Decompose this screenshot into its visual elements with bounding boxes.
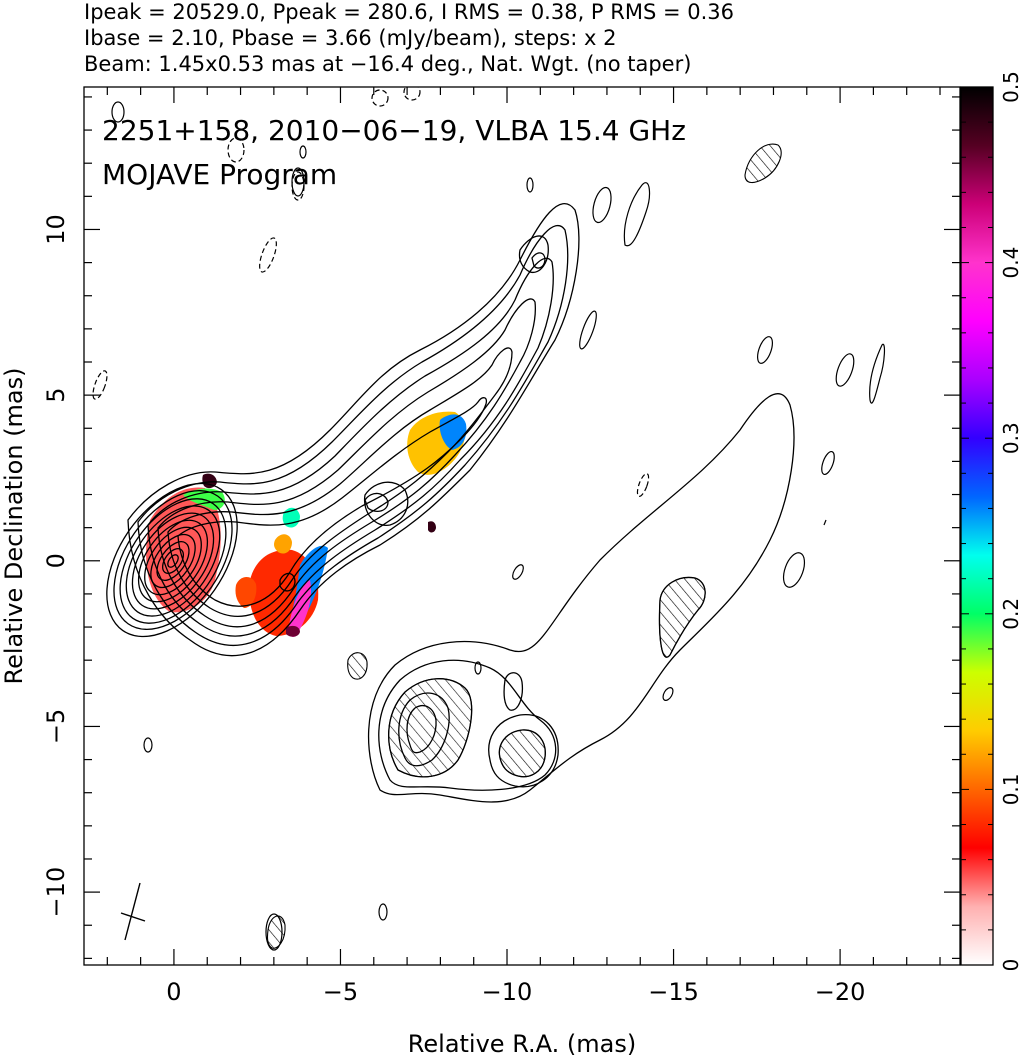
header-peak-line: Ipeak = 20529.0, Ppeak = 280.6, I RMS = … xyxy=(84,0,735,24)
polarization-patch xyxy=(235,576,257,608)
isolated-contours xyxy=(111,101,886,951)
x-tick-label: −20 xyxy=(815,978,866,1006)
polarization-patch xyxy=(274,534,292,554)
beam-marker xyxy=(120,882,146,941)
polarization-patch xyxy=(202,473,217,489)
header-base-line: Ibase = 2.10, Pbase = 3.66 (mJy/beam), s… xyxy=(84,26,617,50)
polarization-patches xyxy=(146,411,467,637)
jet-contours xyxy=(127,203,580,657)
x-axis-label: Relative R.A. (mas) xyxy=(408,1030,636,1058)
y-tick-label: −5 xyxy=(42,709,70,744)
colorbar-tick-label: 0.5 xyxy=(999,71,1022,103)
colorbar-tick-label: 0.3 xyxy=(999,422,1022,454)
negative-contours xyxy=(266,143,782,949)
plot-frame xyxy=(83,86,961,966)
polarization-patch xyxy=(286,625,300,637)
y-tick-label: 5 xyxy=(42,387,70,402)
colorbar-tick-label: 0.4 xyxy=(999,247,1022,279)
y-tick-label: −10 xyxy=(42,867,70,918)
y-axis-ticks: −10 −5 0 5 10 xyxy=(42,96,960,959)
colorbar: 0 0.1 0.2 0.3 0.4 0.5 xyxy=(960,71,1022,971)
y-tick-label: 10 xyxy=(42,214,70,245)
polarization-patch xyxy=(146,487,221,613)
x-tick-label: 0 xyxy=(166,978,181,1006)
dashed-contours xyxy=(92,87,650,497)
colorbar-tick-label: 0 xyxy=(999,959,1022,972)
colorbar-tick-label: 0.2 xyxy=(999,598,1022,630)
colorbar-gradient xyxy=(960,86,994,966)
plot-area: 2251+158, 2010−06−19, VLBA 15.4 GHz MOJA… xyxy=(92,87,886,951)
colorbar-ticks: 0 0.1 0.2 0.3 0.4 0.5 xyxy=(961,71,1022,971)
x-tick-label: −10 xyxy=(482,978,533,1006)
plot-title: 2251+158, 2010−06−19, VLBA 15.4 GHz xyxy=(102,114,686,147)
x-tick-label: −5 xyxy=(323,978,358,1006)
polarization-patch xyxy=(289,580,312,637)
y-tick-label: 0 xyxy=(42,553,70,568)
x-axis-ticks: 0 −5 −10 −15 −20 xyxy=(106,87,941,1006)
colorbar-tick-label: 0.1 xyxy=(999,773,1022,805)
header-beam-line: Beam: 1.45x0.53 mas at −16.4 deg., Nat. … xyxy=(84,52,692,76)
y-axis-label: Relative Declination (mas) xyxy=(0,367,28,684)
polarization-patch xyxy=(428,521,436,533)
plot-subtitle: MOJAVE Program xyxy=(102,158,337,191)
x-tick-label: −15 xyxy=(648,978,699,1006)
